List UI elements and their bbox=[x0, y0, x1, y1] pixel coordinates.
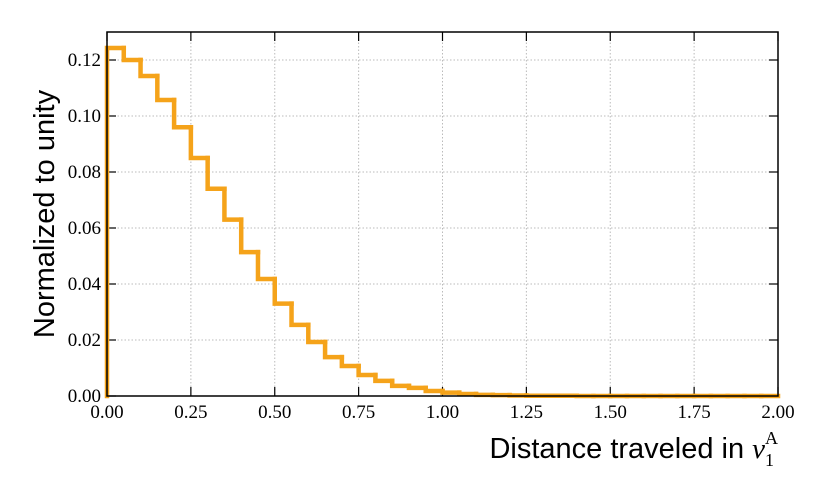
histogram-step bbox=[222, 186, 244, 222]
x-tick-label: 1.00 bbox=[426, 402, 459, 423]
histogram-step bbox=[406, 383, 428, 391]
histogram-step bbox=[423, 385, 445, 394]
histogram-step bbox=[104, 45, 127, 399]
plot-frame bbox=[106, 31, 779, 397]
histogram-step bbox=[205, 155, 227, 192]
histogram-step bbox=[457, 390, 479, 397]
histogram-step bbox=[255, 249, 277, 282]
histogram-step bbox=[171, 97, 194, 130]
histogram-step bbox=[306, 322, 328, 345]
x-tick-label: 1.50 bbox=[594, 402, 627, 423]
x-label-superscript: A bbox=[765, 428, 778, 448]
histogram-step bbox=[473, 391, 496, 398]
x-label-subscript: 1 bbox=[765, 450, 774, 470]
x-tick-label: 2.00 bbox=[761, 402, 794, 423]
x-tick-label: 0.50 bbox=[258, 402, 291, 423]
y-tick-label: 0.10 bbox=[68, 106, 101, 127]
x-tick-label: 1.25 bbox=[510, 402, 543, 423]
histogram-step bbox=[121, 45, 143, 63]
histogram-step bbox=[155, 73, 177, 103]
y-tick-label: 0.12 bbox=[68, 50, 101, 71]
x-label-text: Distance traveled in bbox=[489, 433, 744, 465]
histogram-step bbox=[188, 124, 210, 161]
x-axis-label: Distance traveled in v1A bbox=[489, 428, 778, 470]
histogram-step bbox=[339, 354, 361, 369]
x-label-symbol: v bbox=[752, 433, 765, 465]
y-tick-label: 0.08 bbox=[68, 162, 101, 183]
x-tick-label: 0.25 bbox=[174, 402, 207, 423]
x-tick-label: 0.75 bbox=[342, 402, 375, 423]
histogram-step bbox=[238, 217, 261, 255]
histogram-step bbox=[322, 339, 345, 360]
histogram-step bbox=[138, 57, 160, 79]
y-tick-label: 0.00 bbox=[68, 386, 101, 407]
histogram-step bbox=[389, 378, 412, 389]
y-tick-label: 0.06 bbox=[68, 218, 101, 239]
y-tick-label: 0.02 bbox=[68, 330, 101, 351]
y-axis-label: Normalized to unity bbox=[29, 89, 61, 338]
histogram-step bbox=[272, 276, 294, 306]
y-tick-label: 0.04 bbox=[68, 274, 102, 295]
x-tick-label: 1.75 bbox=[678, 402, 711, 423]
histogram-step bbox=[356, 363, 378, 378]
histogram-step bbox=[373, 372, 395, 384]
x-tick-label: 0.00 bbox=[90, 402, 123, 423]
histogram-step bbox=[289, 301, 311, 328]
histogram-step bbox=[440, 388, 462, 395]
